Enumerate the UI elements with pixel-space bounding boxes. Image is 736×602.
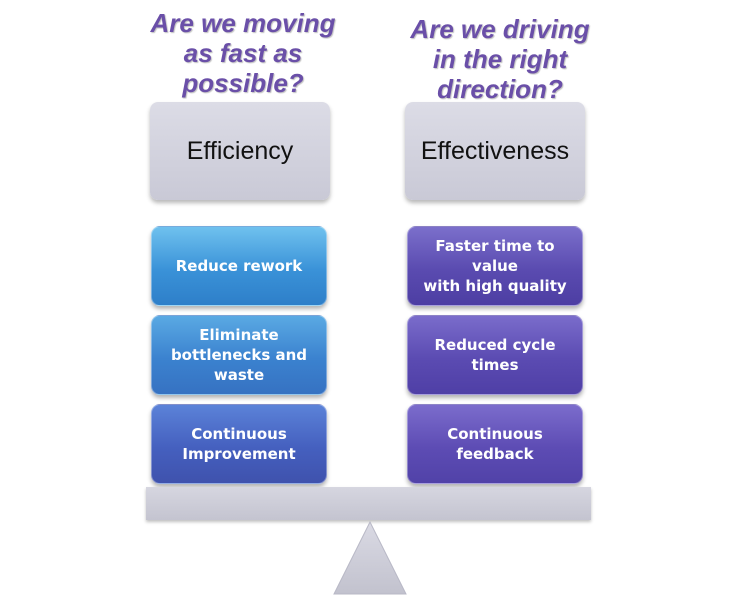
efficiency-item-label: Continuous Improvement: [182, 425, 296, 463]
effectiveness-item-label: Reduced cycle times: [434, 336, 556, 374]
effectiveness-item-label: Faster time to value with high quality: [423, 237, 567, 295]
fulcrum-triangle: [333, 520, 407, 595]
effectiveness-item: Continuous feedback: [407, 404, 583, 484]
efficiency-item-label: Reduce rework: [175, 257, 303, 275]
efficiency-question: Are we moving as fast as possible?: [150, 8, 336, 98]
efficiency-item: Continuous Improvement: [151, 404, 327, 484]
efficiency-item-label: Eliminate bottlenecks and waste: [170, 326, 308, 384]
efficiency-item: Eliminate bottlenecks and waste: [151, 315, 327, 395]
effectiveness-label: Effectiveness: [420, 136, 570, 165]
effectiveness-item: Faster time to value with high quality: [407, 226, 583, 306]
balance-beam: [146, 487, 591, 520]
effectiveness-box: Effectiveness: [405, 102, 585, 200]
efficiency-item: Reduce rework: [151, 226, 327, 306]
effectiveness-item: Reduced cycle times: [407, 315, 583, 395]
effectiveness-question: Are we driving in the right direction?: [410, 14, 590, 104]
efficiency-label: Efficiency: [186, 136, 294, 165]
efficiency-box: Efficiency: [150, 102, 330, 200]
effectiveness-item-label: Continuous feedback: [447, 425, 543, 463]
